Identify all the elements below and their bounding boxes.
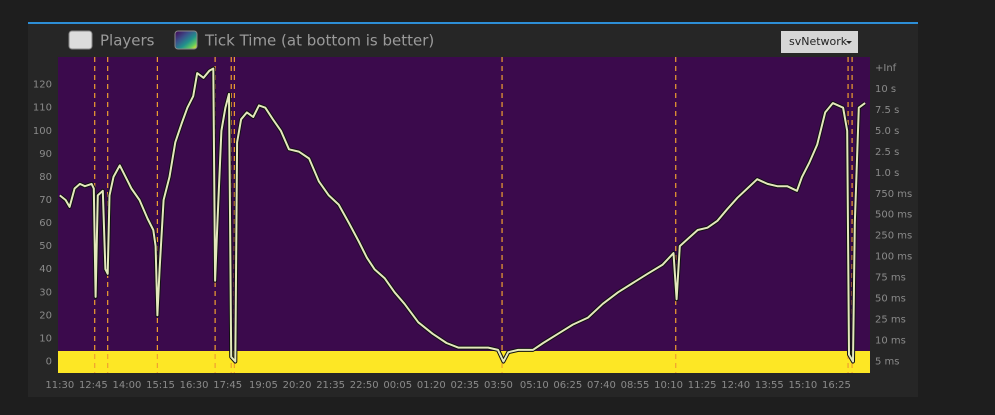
y2-tick-label: 5.0 s bbox=[875, 126, 899, 137]
y2-tick-label: 500 ms bbox=[875, 210, 912, 221]
y-tick-label: 120 bbox=[33, 80, 52, 91]
x-tick-label: 15:15 bbox=[146, 380, 175, 391]
x-tick-label: 08:55 bbox=[621, 380, 650, 391]
x-tick-label: 13:55 bbox=[755, 380, 784, 391]
x-tick-label: 06:25 bbox=[553, 380, 582, 391]
dropdown-label[interactable]: svNetwork bbox=[789, 35, 848, 48]
x-tick-label: 00:05 bbox=[383, 380, 412, 391]
y-tick-label: 10 bbox=[39, 333, 52, 344]
y-tick-label: 80 bbox=[39, 172, 52, 183]
y-tick-label: 40 bbox=[39, 264, 52, 275]
x-tick-label: 11:25 bbox=[688, 380, 717, 391]
heatmap-band bbox=[58, 351, 870, 373]
y-tick-label: 20 bbox=[39, 310, 52, 321]
legend-label[interactable]: Players bbox=[100, 32, 155, 50]
y2-tick-label: +Inf bbox=[875, 63, 897, 74]
x-tick-label: 01:20 bbox=[417, 380, 446, 391]
x-tick-label: 11:30 bbox=[45, 380, 74, 391]
x-tick-label: 15:10 bbox=[788, 380, 817, 391]
x-tick-label: 12:40 bbox=[721, 380, 750, 391]
x-tick-label: 02:35 bbox=[450, 380, 479, 391]
y-tick-label: 60 bbox=[39, 218, 52, 229]
y-tick-label: 110 bbox=[33, 103, 52, 114]
dropdown-button[interactable] bbox=[781, 31, 858, 53]
x-tick-label: 16:30 bbox=[180, 380, 209, 391]
legend-swatch[interactable] bbox=[68, 30, 93, 50]
x-tick-label: 20:20 bbox=[283, 380, 312, 391]
y-tick-label: 90 bbox=[39, 149, 52, 160]
y2-tick-label: 10 s bbox=[875, 84, 896, 95]
y2-tick-label: 250 ms bbox=[875, 231, 912, 242]
x-tick-label: 05:10 bbox=[520, 380, 549, 391]
x-tick-label: 21:35 bbox=[316, 380, 345, 391]
y2-tick-label: 7.5 s bbox=[875, 105, 899, 116]
y-tick-label: 100 bbox=[33, 126, 52, 137]
y-tick-label: 0 bbox=[46, 356, 52, 367]
y-tick-label: 30 bbox=[39, 287, 52, 298]
y2-tick-label: 25 ms bbox=[875, 315, 906, 326]
x-tick-label: 17:45 bbox=[213, 380, 242, 391]
panel-border bbox=[28, 22, 918, 24]
y2-tick-label: 100 ms bbox=[875, 252, 912, 263]
x-tick-label: 07:40 bbox=[587, 380, 616, 391]
y-tick-label: 50 bbox=[39, 241, 52, 252]
y2-tick-label: 2.5 s bbox=[875, 147, 899, 158]
x-tick-label: 16:25 bbox=[822, 380, 851, 391]
legend-swatch[interactable] bbox=[174, 30, 198, 50]
y2-tick-label: 75 ms bbox=[875, 273, 906, 284]
y2-tick-label: 750 ms bbox=[875, 189, 912, 200]
x-tick-label: 19:05 bbox=[249, 380, 278, 391]
dropdown-caret bbox=[846, 41, 852, 44]
x-tick-label: 22:50 bbox=[350, 380, 379, 391]
heatmap bbox=[58, 57, 870, 373]
line bbox=[59, 67, 866, 363]
y2-tick-label: 10 ms bbox=[875, 336, 906, 347]
x-tick-label: 14:00 bbox=[113, 380, 142, 391]
y2-tick-label: 1.0 s bbox=[875, 168, 899, 179]
y-tick-label: 70 bbox=[39, 195, 52, 206]
y2-tick-label: 5 ms bbox=[875, 356, 900, 367]
legend-label[interactable]: Tick Time (at bottom is better) bbox=[204, 32, 434, 50]
x-tick-label: 10:10 bbox=[654, 380, 683, 391]
x-tick-label: 12:45 bbox=[79, 380, 108, 391]
x-tick-label: 03:50 bbox=[484, 380, 513, 391]
y2-tick-label: 50 ms bbox=[875, 294, 906, 305]
